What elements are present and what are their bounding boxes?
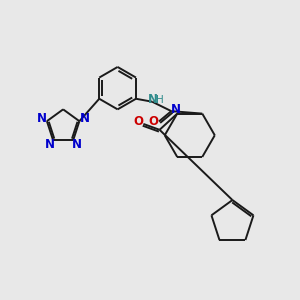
Text: N: N [171,103,181,116]
Text: N: N [148,93,158,106]
Text: O: O [134,115,143,128]
Text: O: O [148,115,159,128]
Text: N: N [80,112,90,125]
Text: H: H [156,95,164,105]
Text: N: N [45,138,55,151]
Text: N: N [37,112,46,125]
Text: N: N [72,138,82,151]
